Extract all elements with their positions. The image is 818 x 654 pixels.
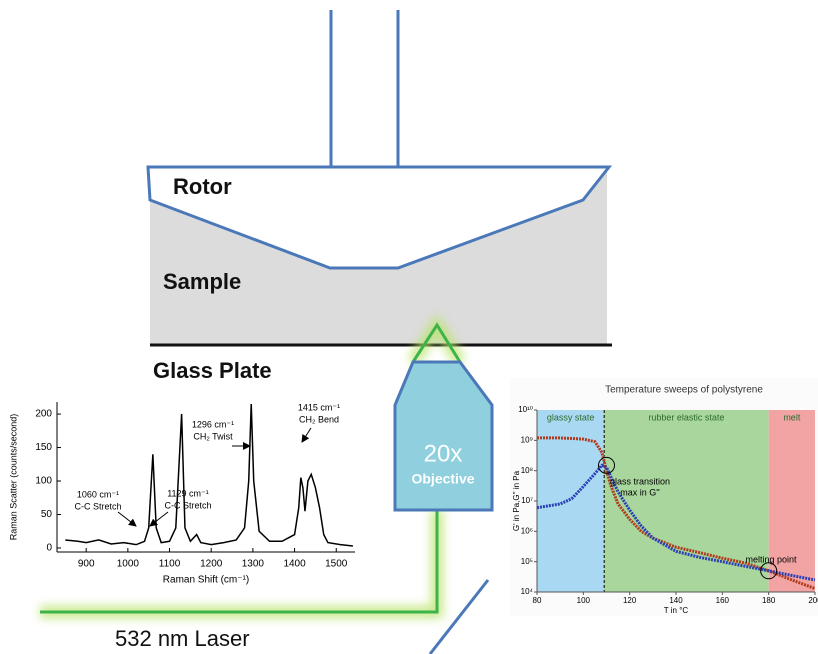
rotor-label: Rotor bbox=[173, 174, 232, 199]
x-tick-label: 100 bbox=[577, 596, 591, 605]
y-tick-label: 0 bbox=[46, 543, 52, 554]
region-label: glassy state bbox=[547, 412, 595, 422]
x-tick-label: 140 bbox=[669, 596, 683, 605]
y-axis-label: G' in Pa,G'' in Pa bbox=[512, 470, 521, 531]
region bbox=[769, 410, 815, 592]
peak-label: 1296 cm⁻¹ bbox=[192, 419, 234, 429]
x-tick-label: 1200 bbox=[200, 559, 223, 570]
glass-plate-label: Glass Plate bbox=[153, 358, 272, 383]
magnification: 20x bbox=[424, 440, 463, 467]
y-tick-label: 50 bbox=[41, 509, 53, 520]
x-tick-label: 1500 bbox=[325, 559, 348, 570]
y-tick-label: 10⁵ bbox=[521, 557, 533, 566]
x-axis-label: T in °C bbox=[664, 606, 689, 615]
peak-label: C-C Stretch bbox=[74, 501, 121, 511]
laser-label: 532 nm Laser bbox=[115, 626, 250, 651]
x-tick-label: 1000 bbox=[117, 559, 140, 570]
y-tick-label: 10⁸ bbox=[521, 466, 533, 475]
sample-label: Sample bbox=[163, 269, 241, 294]
arrow bbox=[150, 512, 168, 526]
y-tick-label: 10⁷ bbox=[521, 496, 533, 505]
x-tick-label: 1300 bbox=[242, 559, 265, 570]
peak-label: CH₂ Twist bbox=[193, 431, 233, 441]
y-axis-label: Raman Scatter (counts/second) bbox=[8, 414, 18, 541]
region-label: rubber elastic state bbox=[648, 412, 724, 422]
scene: Rotor Sample Glass Plate 20x Objective 5… bbox=[0, 0, 818, 654]
peak-label: 1129 cm⁻¹ bbox=[167, 488, 209, 498]
x-tick-label: 200 bbox=[808, 596, 818, 605]
y-tick-label: 150 bbox=[35, 442, 52, 453]
y-tick-label: 10⁴ bbox=[521, 587, 534, 596]
annotation: max in G'' bbox=[620, 487, 660, 497]
peak-label: 1060 cm⁻¹ bbox=[77, 489, 119, 499]
y-tick-label: 100 bbox=[35, 476, 52, 487]
annotation: melting point bbox=[745, 554, 797, 564]
x-tick-label: 120 bbox=[623, 596, 637, 605]
arrow bbox=[118, 512, 136, 526]
x-tick-label: 180 bbox=[762, 596, 776, 605]
y-tick-label: 10¹⁰ bbox=[518, 405, 533, 414]
objective-label: Objective bbox=[411, 471, 474, 487]
peak-label: 1415 cm⁻¹ bbox=[298, 402, 340, 412]
annotation: glass transition bbox=[610, 476, 670, 486]
y-tick-label: 10⁶ bbox=[521, 526, 533, 535]
x-tick-label: 900 bbox=[78, 559, 95, 570]
peak-label: C-C Stretch bbox=[164, 500, 211, 510]
y-tick-label: 200 bbox=[35, 409, 52, 420]
x-tick-label: 80 bbox=[533, 596, 542, 605]
peak-label: CH₂ Bend bbox=[299, 414, 339, 424]
chart-title: Temperature sweeps of polystyrene bbox=[605, 385, 763, 396]
x-tick-label: 1100 bbox=[159, 559, 181, 570]
arrow bbox=[302, 428, 311, 442]
objective bbox=[395, 362, 492, 510]
region-label: melt bbox=[783, 412, 801, 422]
x-axis-label: Raman Shift (cm⁻¹) bbox=[163, 575, 249, 586]
x-tick-label: 160 bbox=[716, 596, 730, 605]
x-tick-label: 1400 bbox=[283, 559, 306, 570]
y-tick-label: 10⁹ bbox=[521, 435, 533, 444]
